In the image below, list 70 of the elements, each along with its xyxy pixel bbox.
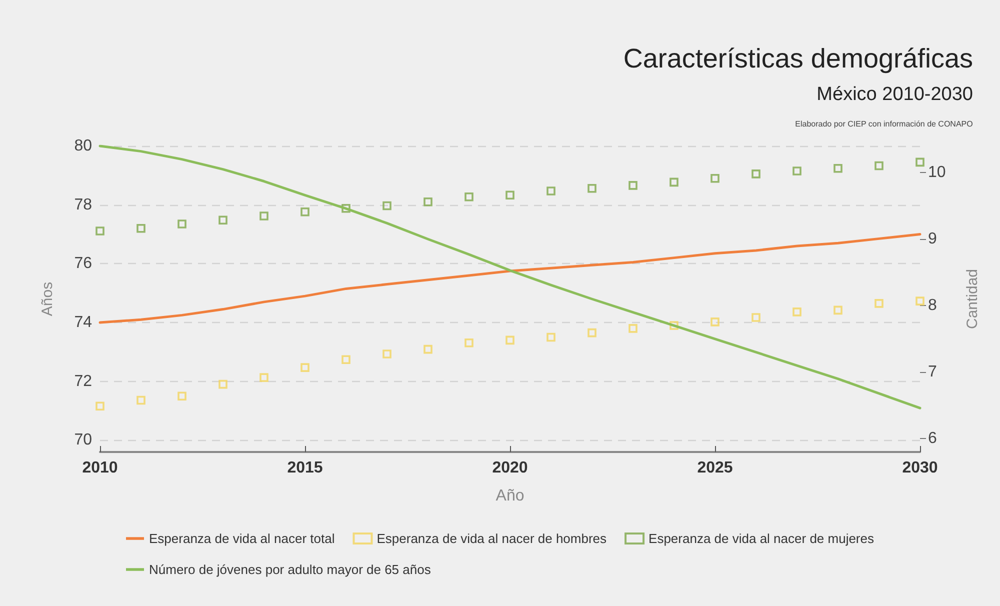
point xyxy=(752,170,760,178)
point xyxy=(342,204,350,213)
chart-title: Características demográficas xyxy=(623,44,974,74)
point xyxy=(218,380,228,389)
y2-tick-label: 6 xyxy=(928,430,937,448)
legend-label: Esperanza de vida al nacer de mujeres xyxy=(648,531,874,546)
x-tick-label: 2025 xyxy=(697,460,733,476)
point xyxy=(628,324,638,333)
point xyxy=(382,201,392,210)
point xyxy=(382,350,392,358)
point xyxy=(792,166,802,176)
point xyxy=(588,328,596,338)
point xyxy=(178,220,186,228)
point xyxy=(752,313,760,322)
y-axis-title: Años xyxy=(39,282,56,316)
y2-tick-label: 10 xyxy=(928,164,946,182)
point xyxy=(300,208,310,216)
point xyxy=(874,299,884,308)
point xyxy=(136,396,146,405)
point xyxy=(834,306,842,315)
y-tick-label: 78 xyxy=(74,196,92,214)
x-tick-label: 2015 xyxy=(287,460,323,476)
point xyxy=(588,184,596,193)
y-tick-label: 76 xyxy=(74,255,92,272)
y2-tick-label: 7 xyxy=(928,364,937,381)
point xyxy=(424,198,432,206)
point xyxy=(260,373,268,382)
x-tick-label: 2030 xyxy=(902,460,938,476)
y2-axis-title: Cantidad xyxy=(964,268,981,330)
point xyxy=(916,296,924,306)
point xyxy=(546,186,556,196)
y2-tick-label: 8 xyxy=(928,297,937,314)
x-tick-label: 2020 xyxy=(492,460,528,476)
point xyxy=(342,355,350,364)
point xyxy=(710,174,720,183)
y-tick-label: 72 xyxy=(74,372,92,390)
point xyxy=(874,161,884,170)
point xyxy=(96,402,104,410)
y-tick-label: 70 xyxy=(74,432,92,449)
line-series xyxy=(98,233,922,324)
text: Elaborado por CIEP con información de CONAPO xyxy=(795,120,973,128)
y-tick-label: 74 xyxy=(74,314,92,332)
legend-label: Esperanza de vida al nacer total xyxy=(149,531,335,546)
y-tick-label: 80 xyxy=(74,138,92,154)
point xyxy=(424,344,432,354)
point xyxy=(136,224,146,233)
y2-tick-label: 9 xyxy=(928,230,937,248)
point xyxy=(464,338,474,348)
point xyxy=(670,178,678,187)
point xyxy=(96,226,104,236)
point xyxy=(710,318,720,326)
x-tick-label: 2010 xyxy=(82,460,118,476)
legend-label: Esperanza de vida al nacer de hombres xyxy=(376,531,608,546)
point xyxy=(260,212,268,220)
point xyxy=(464,192,474,202)
point xyxy=(834,164,842,173)
x-axis-title: Año xyxy=(496,488,524,504)
legend-label: Número de jóvenes por adulto mayor de 65 años xyxy=(149,562,432,577)
point xyxy=(178,392,186,400)
point xyxy=(506,190,514,200)
point xyxy=(506,336,514,345)
line-series xyxy=(98,144,922,410)
point xyxy=(546,332,556,342)
point xyxy=(792,308,802,316)
point xyxy=(670,321,678,330)
point xyxy=(916,158,924,167)
point xyxy=(628,181,638,190)
point xyxy=(218,216,228,225)
point xyxy=(300,363,310,372)
chart-subtitle: México 2010-2030 xyxy=(816,84,974,105)
